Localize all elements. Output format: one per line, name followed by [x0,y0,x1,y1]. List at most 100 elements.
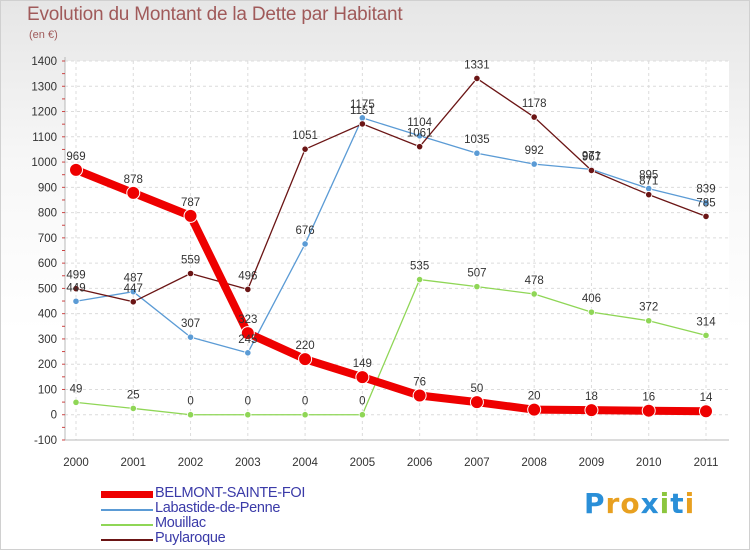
proxiti-logo: Proxiti [584,487,695,520]
data-label: 447 [124,283,143,295]
data-point [186,411,195,419]
y-tick-label: 300 [38,334,57,346]
data-point [358,120,366,128]
data-label: 507 [467,268,486,280]
data-label: 0 [359,396,365,408]
data-label: 871 [639,176,658,188]
data-label: 1175 [350,99,375,111]
x-tick-label: 2010 [636,457,662,469]
data-label: 323 [238,314,257,326]
data-point [72,398,80,406]
data-point [473,74,481,83]
data-point [584,403,599,418]
x-tick-label: 2008 [521,457,547,469]
data-point [183,208,198,223]
data-label: 1051 [292,130,318,142]
data-point [301,411,309,419]
data-label: 499 [66,270,85,282]
data-label: 20 [528,391,541,403]
data-point [129,404,137,413]
legend-swatch [101,524,153,526]
chart-unit-label: (en €) [29,29,58,41]
data-label: 676 [295,225,314,237]
y-tick-label: 1400 [31,56,57,68]
data-point [645,191,653,199]
legend-label: Puylaroque [155,530,226,546]
series-mouillac [72,275,710,419]
y-tick-label: 1000 [31,157,57,169]
x-tick-label: 2000 [63,457,89,469]
data-label: 496 [238,270,257,282]
data-label: 0 [302,396,308,408]
legend-swatch [101,491,153,498]
data-label: 16 [642,392,655,404]
series-labastide-de-penne [72,114,710,357]
data-label: 406 [582,293,601,305]
series-line [72,165,710,416]
data-label: 787 [181,197,200,209]
data-label: 1104 [407,117,432,129]
data-label: 992 [525,145,544,157]
plot-area [65,61,729,440]
data-label: 535 [410,261,429,273]
data-point [473,283,481,291]
data-point [473,149,481,157]
data-point [416,143,424,151]
y-tick-label: 800 [38,208,57,220]
data-label: 49 [70,383,83,395]
series-line [75,278,707,416]
chart-title: Evolution du Montant de la Dette par Hab… [27,4,403,25]
data-point [298,352,313,367]
data-label: 1151 [350,105,375,117]
data-point [244,349,252,357]
logo-letter: o [620,487,641,520]
data-label: 478 [525,275,544,287]
data-label: 1178 [522,98,547,110]
data-label: 559 [181,254,200,266]
data-label: 969 [66,151,85,163]
logo-letter: r [605,487,621,520]
x-tick-label: 2001 [120,457,146,469]
data-point [587,166,596,175]
data-point [129,298,137,306]
data-label: 839 [696,184,715,196]
y-tick-label: 1100 [32,132,57,144]
data-point [129,288,137,296]
data-point [240,326,255,341]
data-point [244,285,252,294]
data-point [301,145,309,153]
data-label: 1035 [464,134,490,146]
data-point [699,404,713,419]
series-line [75,77,707,303]
data-point [126,185,141,200]
data-label: 76 [413,377,426,389]
data-label: 220 [295,340,314,352]
data-point [702,199,710,207]
data-point [469,395,484,410]
data-label: 307 [181,318,200,330]
y-tick-label: 100 [38,384,57,396]
data-label: 895 [639,170,658,182]
data-point [416,132,424,140]
data-point [527,402,542,417]
data-label: 314 [696,316,716,328]
x-tick-label: 2003 [235,457,261,469]
data-point [530,160,538,168]
data-point [301,240,309,248]
data-label: 0 [187,396,193,408]
data-point [587,308,596,316]
data-point [186,269,195,278]
data-point [530,290,538,298]
data-point [358,411,366,419]
logo-letter: t [670,487,685,520]
data-point [530,113,538,121]
data-point [355,370,370,385]
data-label: 1331 [464,59,490,71]
y-tick-label: 1300 [31,81,57,93]
x-tick-label: 2005 [350,457,376,469]
series-puylaroque [72,74,710,306]
data-point [412,388,427,403]
logo-letter: x [640,487,660,520]
